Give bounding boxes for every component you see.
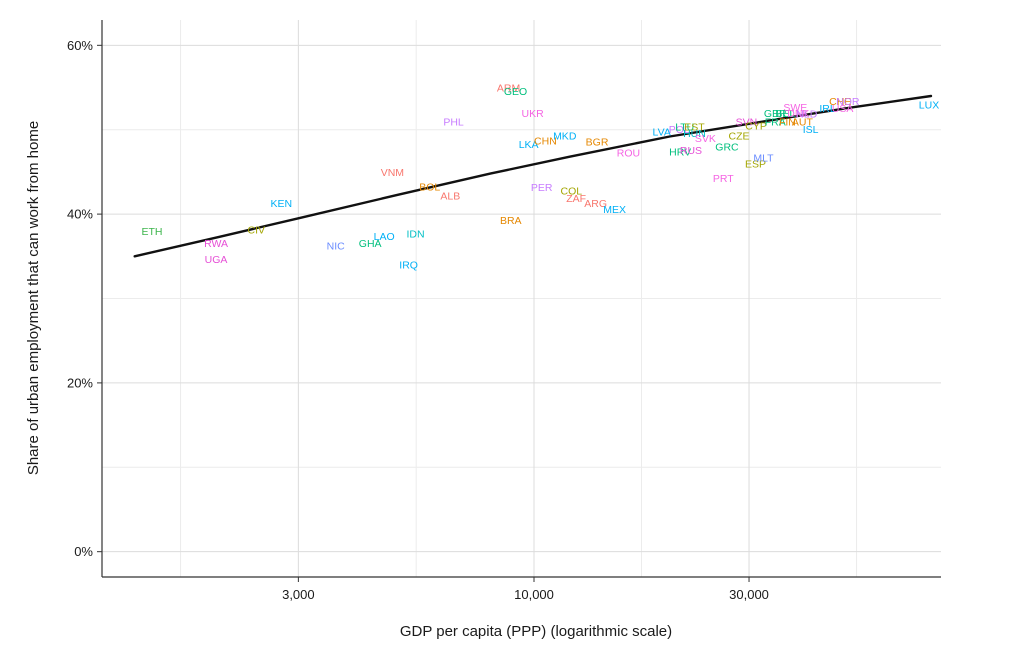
y-tick-label: 40% [67, 207, 93, 222]
grid-lines [102, 20, 941, 577]
country-label-bgr: BGR [586, 137, 609, 149]
country-label-dnk: DNK [787, 108, 809, 120]
country-label-bel: BEL [775, 108, 795, 120]
country-label-prt: PRT [713, 173, 734, 185]
country-label-nld: NLD [796, 109, 817, 121]
fitted-curve [133, 94, 933, 258]
country-label-svk: SVK [695, 133, 716, 145]
y-tick-label: 60% [67, 38, 93, 53]
country-label-bra: BRA [500, 215, 522, 227]
country-label-civ: CIV [248, 224, 266, 236]
country-label-chn: CHN [534, 136, 557, 148]
country-label-lao: LAO [374, 231, 395, 243]
tick-labels: 3,000 10,000 30,000 0% 20% 40% 60% [67, 38, 769, 602]
trend-line [133, 94, 933, 258]
country-label-usa: USA [832, 103, 854, 115]
country-label-arg: ARG [584, 198, 607, 210]
country-label-arm: ARM [497, 83, 520, 95]
country-label-alb: ALB [440, 191, 460, 203]
country-label-irl: IRL [819, 103, 836, 115]
country-label-cyp: CYP [745, 120, 767, 132]
country-label-isl: ISL [803, 124, 819, 136]
country-label-mkd: MKD [553, 131, 577, 143]
country-label-est: EST [684, 121, 705, 133]
country-label-esp: ESP [745, 158, 766, 170]
country-label-per: PER [531, 182, 553, 194]
country-label-fin: FIN [779, 116, 796, 128]
country-label-ukr: UKR [522, 108, 545, 120]
country-label-pol: POL [669, 124, 690, 136]
country-label-eth: ETH [141, 226, 162, 238]
axes [97, 20, 941, 582]
country-label-rwa: RWA [204, 238, 228, 250]
country-label-lka: LKA [519, 139, 539, 151]
x-axis-title: GDP per capita (PPP) (logarithmic scale) [400, 623, 672, 640]
country-label-lux: LUX [919, 99, 939, 111]
country-label-grc: GRC [715, 142, 739, 154]
country-label-lva: LVA [653, 126, 671, 138]
country-label-hrv: HRV [669, 147, 691, 159]
country-label-uga: UGA [205, 254, 228, 266]
country-label-zaf: ZAF [566, 193, 586, 205]
x-tick-label: 30,000 [729, 587, 769, 602]
country-label-che: CHE [829, 96, 851, 108]
country-label-ltu: LTU [675, 121, 694, 133]
country-label-vnm: VNM [381, 167, 404, 179]
country-label-idn: IDN [407, 229, 425, 241]
country-label-swe: SWE [783, 102, 807, 114]
country-label-phl: PHL [443, 116, 464, 128]
country-label-ken: KEN [271, 198, 293, 210]
x-tick-label: 3,000 [282, 587, 315, 602]
y-tick-label: 20% [67, 375, 93, 390]
country-label-mlt: MLT [753, 153, 774, 165]
country-label-bol: BOL [419, 181, 440, 193]
country-label-col: COL [561, 185, 583, 197]
x-tick-label: 10,000 [514, 587, 554, 602]
country-label-fra: FRA [765, 116, 786, 128]
country-label-cze: CZE [728, 131, 749, 143]
country-label-aut: AUT [792, 116, 814, 128]
country-label-geo: GEO [504, 86, 527, 98]
country-label-rus: RUS [680, 145, 702, 157]
country-label-nic: NIC [327, 240, 346, 252]
y-axis-title: Share of urban employment that can work … [25, 121, 42, 475]
y-tick-label: 0% [74, 544, 93, 559]
country-label-irq: IRQ [399, 260, 418, 272]
country-label-nor: NOR [836, 96, 860, 108]
country-label-gha: GHA [359, 238, 382, 250]
country-label-gbr: GBR [764, 108, 787, 120]
country-label-hun: HUN [683, 128, 706, 140]
country-label-rou: ROU [617, 147, 640, 159]
country-label-svn: SVN [736, 116, 758, 128]
country-label-mex: MEX [603, 204, 626, 216]
